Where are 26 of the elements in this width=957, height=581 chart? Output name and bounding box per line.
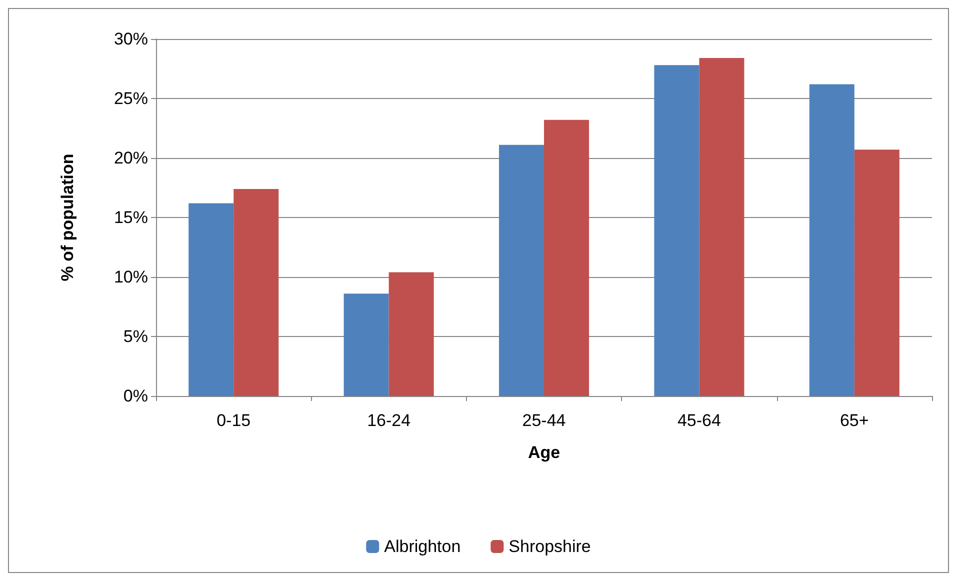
- y-tick-label: 30%: [114, 30, 148, 48]
- y-tick-label: 15%: [114, 208, 148, 227]
- x-tick-label: 65+: [840, 411, 869, 430]
- x-tick-label: 45-64: [677, 411, 721, 430]
- bar: [809, 84, 854, 396]
- bar: [498, 144, 544, 396]
- x-axis-title: Age: [528, 443, 560, 462]
- y-axis-title: % of population: [58, 154, 77, 282]
- y-tick-label: 20%: [114, 148, 148, 168]
- y-tick-label: 0%: [123, 386, 148, 406]
- bar: [544, 120, 590, 396]
- x-tick-label: 0-15: [216, 411, 251, 430]
- x-tick-label: 16-24: [367, 411, 411, 430]
- bar: [854, 150, 900, 396]
- y-tick-label: 25%: [114, 89, 148, 108]
- legend-label: Albrighton: [384, 537, 461, 556]
- y-tick-label: 10%: [114, 268, 148, 286]
- legend-label: Shropshire: [508, 537, 591, 556]
- bar: [344, 294, 389, 396]
- y-tick-label: 5%: [123, 327, 148, 346]
- bar: [388, 272, 434, 396]
- bar: [234, 188, 279, 396]
- bar: [188, 203, 234, 396]
- bar: [699, 58, 744, 396]
- x-tick-label: 25-44: [522, 411, 566, 430]
- bar: [654, 65, 700, 396]
